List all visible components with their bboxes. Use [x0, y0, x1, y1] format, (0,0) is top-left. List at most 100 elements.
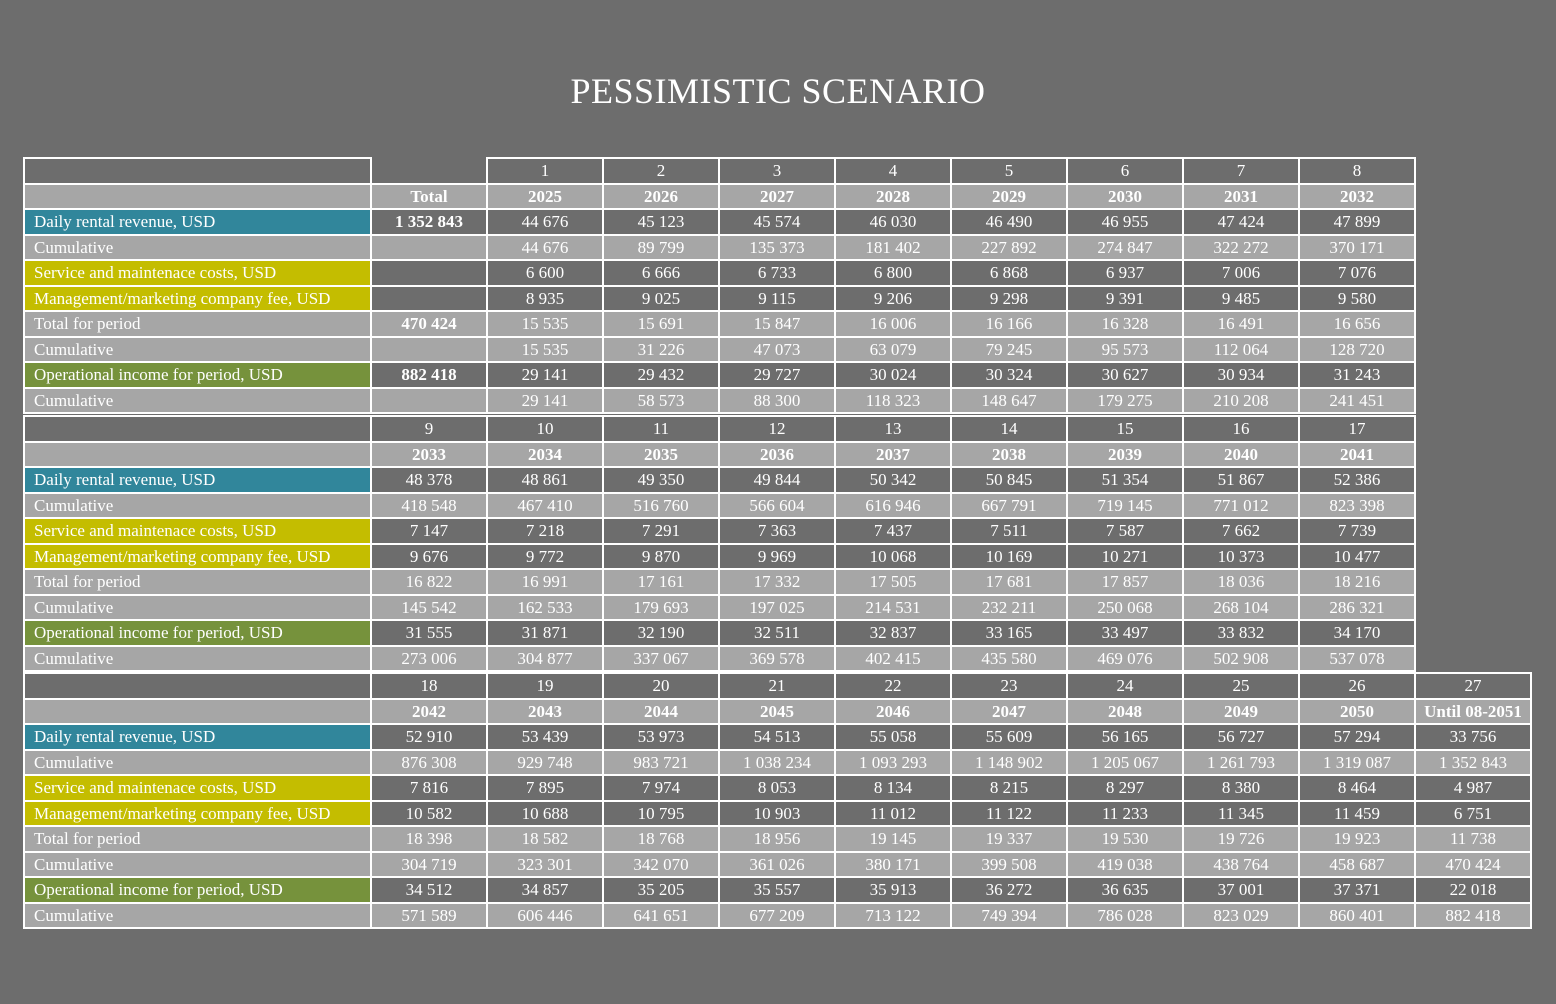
row-label: Management/marketing company fee, USD — [23, 799, 372, 827]
value-cell: 7 974 — [602, 774, 720, 802]
row-label: Cumulative — [23, 335, 372, 363]
value-cell: 516 760 — [602, 491, 720, 519]
year-header: 2044 — [602, 697, 720, 725]
value-cell: 118 323 — [834, 386, 952, 414]
total-cell — [370, 233, 488, 261]
year-header: 2047 — [950, 697, 1068, 725]
table-row-management-fee: Management/marketing company fee, USD 10 … — [23, 799, 1532, 827]
value-cell: 16 822 — [370, 568, 488, 596]
period-number: 14 — [950, 415, 1068, 443]
period-number: 9 — [370, 415, 488, 443]
value-cell: 53 439 — [486, 723, 604, 751]
value-cell: 35 205 — [602, 876, 720, 904]
value-cell: 32 190 — [602, 619, 720, 647]
value-cell: 48 378 — [370, 466, 488, 494]
value-cell: 823 398 — [1298, 491, 1416, 519]
table-row-total-costs: Total for period 16 822 16 991 17 161 17 332… — [23, 568, 1416, 596]
value-cell: 197 025 — [718, 593, 836, 621]
value-cell: 10 582 — [370, 799, 488, 827]
value-cell: 210 208 — [1182, 386, 1300, 414]
period-number: 27 — [1414, 672, 1532, 700]
value-cell: 17 857 — [1066, 568, 1184, 596]
value-cell: 10 795 — [602, 799, 720, 827]
value-cell: 566 604 — [718, 491, 836, 519]
value-cell: 469 076 — [1066, 644, 1184, 672]
value-cell: 148 647 — [950, 386, 1068, 414]
value-cell: 29 141 — [486, 361, 604, 389]
value-cell: 6 600 — [486, 259, 604, 287]
value-cell: 9 580 — [1298, 284, 1416, 312]
value-cell: 19 726 — [1182, 825, 1300, 853]
row-label: Management/marketing company fee, USD — [23, 542, 372, 570]
value-cell: 7 076 — [1298, 259, 1416, 287]
value-cell: 749 394 — [950, 901, 1068, 929]
value-cell: 342 070 — [602, 850, 720, 878]
year-header: 2039 — [1066, 440, 1184, 468]
total-header: Total — [370, 182, 488, 210]
table-row-cumulative-costs: Cumulative 145 542 162 533 179 693 197 025 21… — [23, 593, 1416, 621]
period-number: 12 — [718, 415, 836, 443]
value-cell: 50 342 — [834, 466, 952, 494]
value-cell: 34 857 — [486, 876, 604, 904]
value-cell: 145 542 — [370, 593, 488, 621]
value-cell: 19 923 — [1298, 825, 1416, 853]
value-cell: 771 012 — [1182, 491, 1300, 519]
year-header: 2034 — [486, 440, 604, 468]
row-label: Cumulative — [23, 233, 372, 261]
value-cell: 10 373 — [1182, 542, 1300, 570]
row-label: Cumulative — [23, 386, 372, 414]
value-cell: 35 557 — [718, 876, 836, 904]
value-cell: 616 946 — [834, 491, 952, 519]
value-cell: 37 371 — [1298, 876, 1416, 904]
value-cell: 88 300 — [718, 386, 836, 414]
value-cell: 16 491 — [1182, 310, 1300, 338]
value-cell: 47 899 — [1298, 208, 1416, 236]
page-title: PESSIMISTIC SCENARIO — [570, 71, 986, 111]
table-row-total-costs: Total for period 18 398 18 582 18 768 18 956… — [23, 825, 1532, 853]
value-cell: 49 350 — [602, 466, 720, 494]
value-cell: 9 969 — [718, 542, 836, 570]
value-cell: 56 165 — [1066, 723, 1184, 751]
value-cell: 31 555 — [370, 619, 488, 647]
value-cell: 19 145 — [834, 825, 952, 853]
value-cell: 7 739 — [1298, 517, 1416, 545]
period-number: 5 — [950, 157, 1068, 185]
value-cell: 36 635 — [1066, 876, 1184, 904]
value-cell: 9 485 — [1182, 284, 1300, 312]
value-cell: 16 656 — [1298, 310, 1416, 338]
value-cell: 95 573 — [1066, 335, 1184, 363]
value-cell: 6 733 — [718, 259, 836, 287]
value-cell: 44 676 — [486, 208, 604, 236]
value-cell: 380 171 — [834, 850, 952, 878]
total-cell — [370, 284, 488, 312]
period-number-row: 18 19 20 21 22 23 24 25 26 27 — [23, 672, 1532, 700]
value-cell: 37 001 — [1182, 876, 1300, 904]
value-cell: 4 987 — [1414, 774, 1532, 802]
header-blank-cell — [23, 157, 372, 185]
value-cell: 6 751 — [1414, 799, 1532, 827]
value-cell: 17 681 — [950, 568, 1068, 596]
value-cell: 876 308 — [370, 748, 488, 776]
table-row-daily-rental-revenue: Daily rental revenue, USD 48 378 48 861 49 … — [23, 466, 1416, 494]
year-header: 2027 — [718, 182, 836, 210]
value-cell: 1 352 843 — [1414, 748, 1532, 776]
value-cell: 9 298 — [950, 284, 1068, 312]
value-cell: 419 038 — [1066, 850, 1184, 878]
year-header: 2043 — [486, 697, 604, 725]
value-cell: 273 006 — [370, 644, 488, 672]
value-cell: 29 141 — [486, 386, 604, 414]
value-cell: 8 297 — [1066, 774, 1184, 802]
value-cell: 11 459 — [1298, 799, 1416, 827]
value-cell: 52 386 — [1298, 466, 1416, 494]
value-cell: 33 756 — [1414, 723, 1532, 751]
value-cell: 32 837 — [834, 619, 952, 647]
table-row-cumulative-income: Cumulative 273 006 304 877 337 067 369 578 40… — [23, 644, 1416, 672]
value-cell: 7 291 — [602, 517, 720, 545]
value-cell: 30 324 — [950, 361, 1068, 389]
total-cell — [370, 335, 488, 363]
value-cell: 31 871 — [486, 619, 604, 647]
total-cell — [370, 259, 488, 287]
period-number: 25 — [1182, 672, 1300, 700]
year-header: 2037 — [834, 440, 952, 468]
value-cell: 8 134 — [834, 774, 952, 802]
